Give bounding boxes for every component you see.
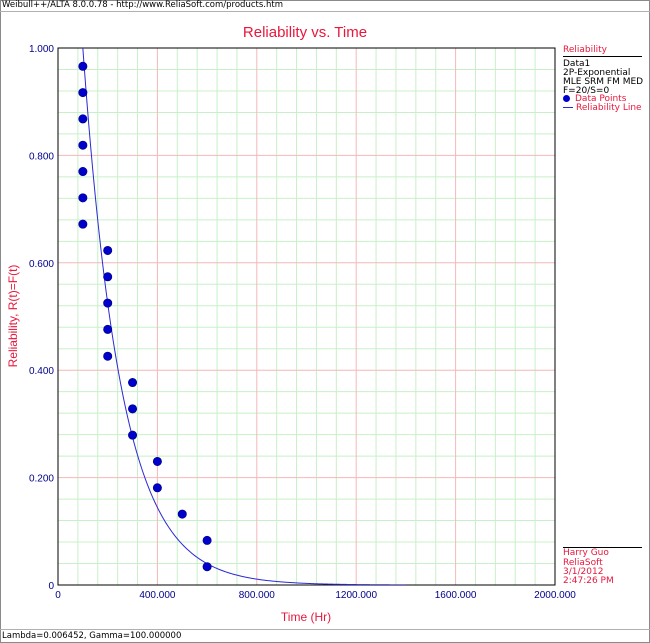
data-point — [78, 219, 88, 229]
legend-item-label: Reliability Line — [576, 103, 642, 113]
x-axis-label: Time (Hr) — [281, 610, 331, 624]
minor-grid — [58, 48, 555, 585]
legend-dataset: Data1 — [563, 59, 591, 69]
y-tick-label: 0.600 — [29, 259, 54, 270]
data-point — [128, 430, 138, 440]
author-name: Harry Guo — [563, 548, 609, 558]
data-points — [78, 61, 212, 572]
legend-counts: F=20/S=0 — [563, 86, 610, 96]
company-name: ReliaSoft — [563, 558, 603, 568]
data-point — [152, 483, 162, 493]
header-divider — [0, 11, 650, 12]
major-grid — [58, 48, 555, 585]
y-tick-label: 0.400 — [29, 366, 54, 377]
data-point — [78, 193, 88, 203]
x-tick-label: 0 — [55, 590, 61, 601]
data-point — [78, 167, 88, 177]
data-point — [78, 61, 88, 71]
footer-divider — [563, 547, 642, 548]
legend-title: Reliability — [563, 45, 607, 55]
legend-item-data-points: Data Points — [563, 94, 626, 104]
data-point — [103, 298, 113, 308]
chart-title: Reliability vs. Time — [243, 24, 367, 41]
legend-item-reliability-line: Reliability Line — [563, 103, 642, 113]
x-tick-label: 400.000 — [139, 590, 176, 601]
data-point — [103, 245, 113, 255]
x-tick-label: 800.000 — [239, 590, 276, 601]
data-point — [152, 456, 162, 466]
data-point — [78, 114, 88, 124]
y-axis-label: Reliability, R(t)=F(t) — [6, 265, 20, 368]
footer-text: Lambda=0.006452, Gamma=100.000000 — [2, 631, 182, 641]
dot-icon — [563, 95, 570, 102]
legend-item-label: Data Points — [575, 94, 627, 104]
legend-method: MLE SRM FM MED — [563, 77, 644, 87]
header-text: Weibull++/ALTA 8.0.0.78 - http://www.Rel… — [2, 0, 283, 10]
x-tick-label: 1600.000 — [435, 590, 477, 601]
y-tick-label: 0.800 — [29, 151, 54, 162]
data-point — [128, 378, 138, 388]
data-point — [78, 140, 88, 150]
data-point — [177, 509, 187, 519]
reliability-line — [82, 48, 406, 585]
line-icon — [563, 107, 573, 108]
axis-ticks: 0 400.000 800.000 1200.000 1600.000 2000.000 0… — [29, 44, 576, 601]
y-tick-label: 1.000 — [29, 44, 54, 55]
footer-divider-line — [0, 629, 650, 630]
data-point — [128, 404, 138, 414]
plot-border — [57, 47, 556, 586]
data-point — [103, 351, 113, 361]
y-tick-label: 0 — [48, 581, 54, 592]
report-time: 2:47:26 PM — [563, 576, 614, 586]
data-point — [78, 88, 88, 98]
legend-divider — [563, 56, 642, 57]
data-point — [103, 272, 113, 282]
legend-model: 2P-Exponential — [563, 68, 631, 78]
data-point — [202, 535, 212, 545]
report-date: 3/1/2012 — [563, 567, 604, 577]
x-tick-label: 2000.000 — [534, 590, 576, 601]
x-tick-label: 1200.000 — [335, 590, 377, 601]
data-point — [202, 562, 212, 572]
y-tick-label: 0.200 — [29, 474, 54, 485]
data-point — [103, 324, 113, 334]
